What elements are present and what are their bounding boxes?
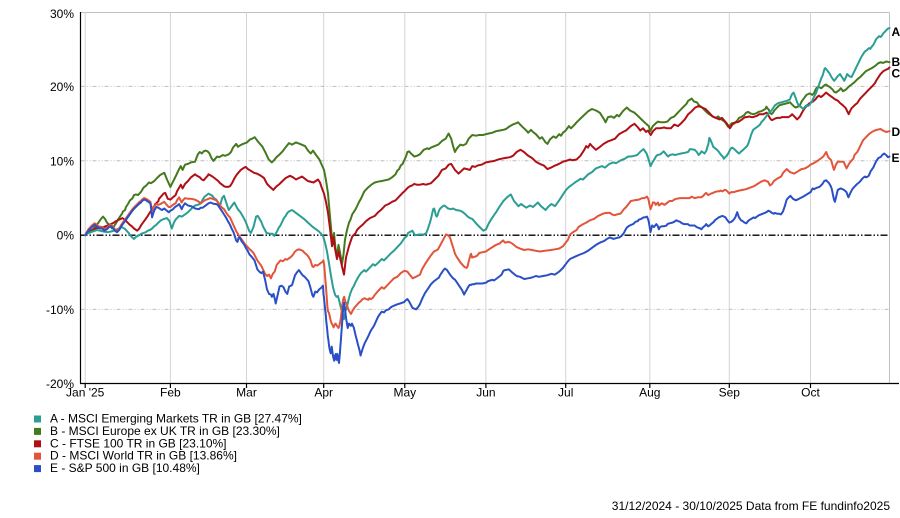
svg-text:B: B — [892, 55, 900, 69]
svg-text:-10%: -10% — [46, 303, 74, 317]
svg-text:Feb: Feb — [160, 386, 181, 400]
svg-text:D - MSCI World TR in GB [13.86: D - MSCI World TR in GB [13.86%] — [50, 449, 237, 463]
svg-text:30%: 30% — [50, 7, 74, 21]
svg-text:31/12/2024 - 30/10/2025 Data f: 31/12/2024 - 30/10/2025 Data from FE fun… — [612, 499, 891, 513]
svg-text:E - S&P 500 in GB [10.48%]: E - S&P 500 in GB [10.48%] — [50, 461, 200, 475]
svg-text:10%: 10% — [50, 154, 74, 168]
svg-text:A - MSCI Emerging Markets TR i: A - MSCI Emerging Markets TR in GB [27.4… — [50, 412, 302, 426]
svg-text:D: D — [892, 125, 900, 139]
svg-text:Oct: Oct — [801, 386, 820, 400]
svg-text:Jul: Jul — [558, 386, 573, 400]
svg-text:Sep: Sep — [719, 386, 741, 400]
svg-text:0%: 0% — [57, 229, 75, 243]
svg-text:-20%: -20% — [46, 377, 74, 391]
svg-text:Mar: Mar — [236, 386, 257, 400]
svg-text:E: E — [892, 151, 900, 165]
svg-text:A: A — [892, 25, 900, 39]
svg-text:C: C — [892, 67, 900, 81]
svg-text:20%: 20% — [50, 80, 74, 94]
svg-text:Aug: Aug — [639, 386, 660, 400]
svg-text:Apr: Apr — [314, 386, 333, 400]
svg-text:B - MSCI Europe ex UK TR in GB: B - MSCI Europe ex UK TR in GB [23.30%] — [50, 424, 280, 438]
svg-text:Jan '25: Jan '25 — [66, 386, 105, 400]
svg-text:C - FTSE 100 TR in GB [23.10%]: C - FTSE 100 TR in GB [23.10%] — [50, 436, 227, 450]
svg-text:Jun: Jun — [476, 386, 495, 400]
svg-text:May: May — [393, 386, 416, 400]
